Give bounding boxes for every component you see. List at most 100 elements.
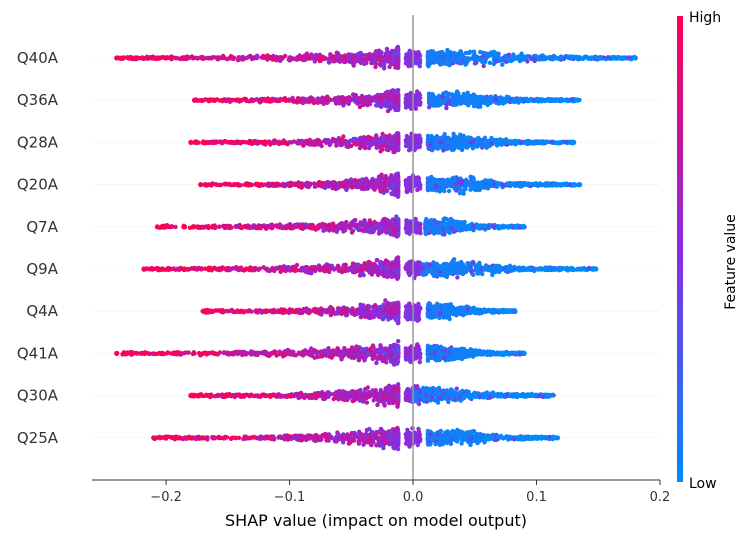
data-point	[194, 55, 199, 61]
data-point	[498, 96, 503, 101]
data-point	[379, 172, 384, 177]
data-point	[405, 54, 410, 60]
feature-row-q7a	[154, 214, 527, 239]
data-point	[364, 96, 369, 101]
data-point	[386, 92, 391, 97]
outlier-point	[145, 55, 151, 61]
data-point	[134, 55, 140, 60]
data-point	[445, 47, 450, 53]
data-point	[347, 53, 352, 59]
data-point	[395, 62, 400, 67]
data-point	[436, 59, 441, 64]
data-point	[257, 100, 263, 105]
data-point	[433, 95, 438, 101]
data-point	[268, 142, 273, 147]
data-point	[442, 56, 448, 61]
data-point	[396, 226, 401, 231]
data-point	[377, 182, 382, 187]
outlier-point	[206, 97, 212, 103]
data-point	[449, 92, 455, 97]
data-point	[450, 143, 455, 149]
data-point	[543, 139, 549, 144]
data-point	[530, 182, 535, 188]
data-point	[558, 98, 563, 103]
data-point	[381, 135, 386, 141]
data-point	[404, 139, 409, 145]
data-point	[387, 182, 392, 187]
feature-row-q40a	[114, 44, 638, 71]
data-point	[310, 54, 316, 59]
data-point	[339, 137, 344, 142]
data-point	[210, 55, 216, 60]
data-point	[550, 183, 556, 188]
data-point	[471, 176, 476, 181]
data-point	[528, 98, 534, 103]
data-point	[384, 47, 390, 52]
data-point	[293, 99, 298, 104]
data-point	[237, 57, 243, 62]
data-point	[349, 57, 354, 62]
data-point	[559, 55, 565, 60]
data-point	[387, 101, 392, 106]
data-point	[573, 55, 579, 60]
data-point	[316, 183, 321, 188]
data-point	[479, 140, 484, 145]
data-point	[473, 57, 478, 63]
data-point	[343, 221, 348, 226]
data-point	[323, 182, 328, 188]
data-point	[228, 97, 234, 103]
data-point	[417, 144, 422, 149]
data-point	[456, 55, 461, 61]
data-point	[488, 97, 494, 103]
data-point	[555, 182, 560, 187]
data-point	[431, 142, 437, 147]
data-point	[504, 181, 510, 187]
data-point	[461, 136, 467, 142]
data-point	[307, 137, 312, 143]
data-point	[413, 216, 418, 222]
data-point	[396, 232, 401, 237]
data-point	[215, 55, 221, 60]
data-point	[549, 140, 554, 145]
data-point	[457, 97, 462, 102]
data-point	[267, 181, 273, 187]
outlier-point	[614, 55, 620, 61]
data-point	[338, 184, 344, 189]
data-point	[289, 56, 295, 61]
data-point	[525, 54, 530, 59]
data-point	[333, 138, 338, 143]
data-point	[621, 55, 626, 61]
data-point	[504, 98, 509, 104]
data-point	[381, 217, 386, 222]
data-point	[440, 185, 445, 191]
data-point	[510, 99, 516, 104]
data-point	[340, 226, 346, 231]
data-point	[333, 181, 338, 186]
data-point	[529, 141, 534, 146]
data-point	[407, 176, 413, 181]
data-point	[451, 175, 457, 180]
data-point	[493, 97, 498, 102]
data-point	[380, 131, 385, 137]
data-point	[345, 97, 350, 103]
data-point	[585, 55, 590, 61]
data-point	[371, 97, 376, 102]
data-point	[395, 146, 401, 151]
data-point	[413, 223, 418, 228]
data-point	[271, 182, 276, 187]
data-point	[532, 140, 538, 145]
outlier-point	[571, 139, 577, 145]
data-point	[425, 139, 431, 144]
data-point	[378, 225, 383, 230]
data-point	[366, 184, 372, 189]
data-point	[233, 139, 239, 145]
data-point	[491, 49, 497, 54]
data-point	[158, 55, 163, 61]
data-point	[427, 142, 433, 148]
data-point	[443, 90, 449, 95]
data-point	[235, 182, 241, 187]
data-point	[193, 139, 199, 144]
data-point	[511, 55, 516, 60]
data-point	[414, 178, 420, 184]
data-point	[479, 95, 484, 101]
